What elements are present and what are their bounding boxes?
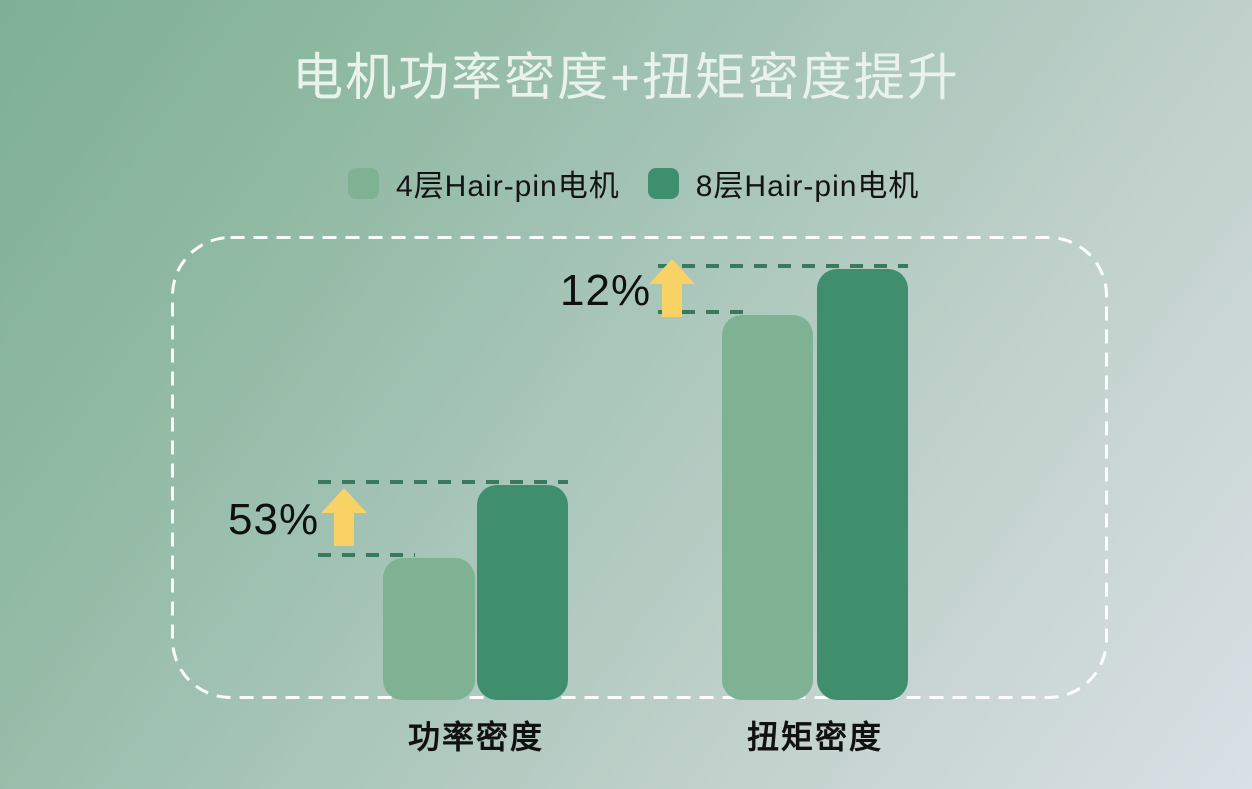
legend-label-4layer: 4层Hair-pin电机 (396, 170, 620, 203)
increase-label: 53% (228, 495, 320, 544)
legend-label-8layer: 8层Hair-pin电机 (695, 170, 920, 203)
bar-8layer-power (477, 485, 568, 700)
increase-label: 12% (560, 266, 652, 315)
bar-4layer-power (383, 558, 475, 700)
dashed-frame (171, 236, 1108, 699)
bar-4layer-torque (722, 315, 813, 700)
legend: 4层Hair-pin电机 8层Hair-pin电机 (348, 161, 919, 205)
category-label: 功率密度 (407, 719, 544, 755)
legend-swatch-8layer (647, 167, 679, 199)
category-label: 扭矩密度 (746, 719, 883, 755)
legend-item-4layer: 4层Hair-pin电机 (348, 161, 620, 205)
up-arrow-icon (649, 259, 695, 317)
bar-8layer-torque (817, 269, 908, 700)
up-arrow-icon (321, 488, 367, 546)
legend-item-8layer: 8层Hair-pin电机 (647, 161, 920, 205)
legend-swatch-4layer (348, 167, 379, 199)
page-title: 电机功率密度+扭矩密度提升 (292, 49, 960, 106)
